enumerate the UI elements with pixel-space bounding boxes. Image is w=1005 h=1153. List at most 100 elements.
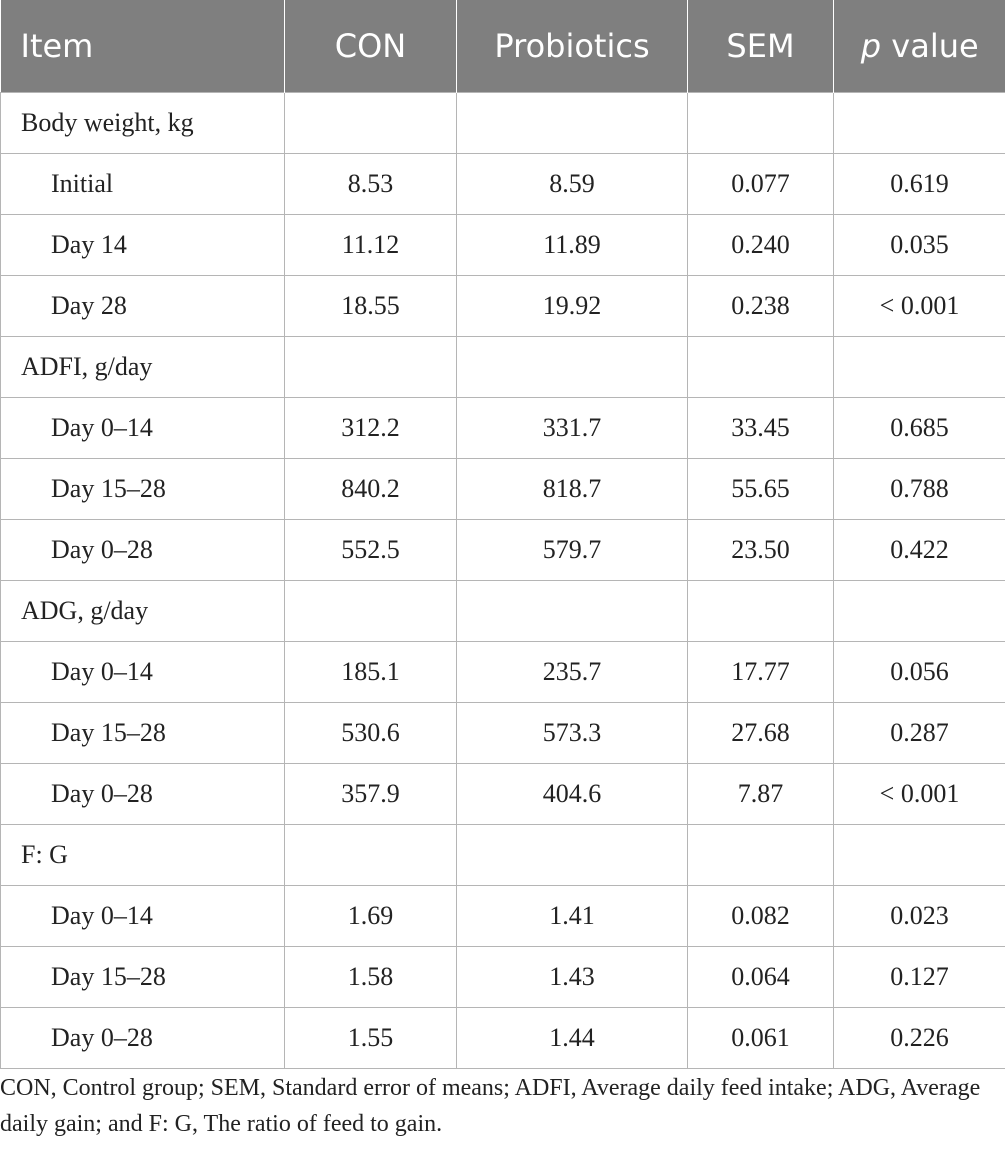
- empty-cell: [687, 580, 834, 642]
- cell-probiotics: 235.7: [456, 641, 688, 703]
- cell-sem: 0.061: [687, 1007, 834, 1069]
- cell-p: 0.035: [833, 214, 1005, 276]
- header-item: Item: [0, 0, 285, 93]
- cell-sem: 17.77: [687, 641, 834, 703]
- cell-probiotics: 331.7: [456, 397, 688, 459]
- cell-p: 0.422: [833, 519, 1005, 581]
- cell-con: 1.58: [284, 946, 457, 1008]
- empty-cell: [284, 92, 457, 154]
- table-row: Day 15–28 840.2 818.7 55.65 0.788: [0, 458, 1005, 520]
- table-row: Day 14 11.12 11.89 0.240 0.035: [0, 214, 1005, 276]
- cell-con: 8.53: [284, 153, 457, 215]
- row-label: Day 0–14: [0, 885, 285, 947]
- row-label: Day 14: [0, 214, 285, 276]
- empty-cell: [687, 336, 834, 398]
- cell-con: 1.55: [284, 1007, 457, 1069]
- group-label: F: G: [0, 824, 285, 886]
- cell-probiotics: 1.41: [456, 885, 688, 947]
- empty-cell: [456, 92, 688, 154]
- cell-probiotics: 19.92: [456, 275, 688, 337]
- empty-cell: [284, 824, 457, 886]
- empty-cell: [687, 824, 834, 886]
- row-label: Day 15–28: [0, 946, 285, 1008]
- row-label: Day 15–28: [0, 702, 285, 764]
- cell-probiotics: 1.43: [456, 946, 688, 1008]
- table-row: Day 0–14 1.69 1.41 0.082 0.023: [0, 885, 1005, 947]
- cell-p: < 0.001: [833, 275, 1005, 337]
- cell-sem: 0.238: [687, 275, 834, 337]
- cell-con: 840.2: [284, 458, 457, 520]
- table-row: Day 0–28 1.55 1.44 0.061 0.226: [0, 1007, 1005, 1069]
- cell-p: 0.056: [833, 641, 1005, 703]
- cell-p: 0.023: [833, 885, 1005, 947]
- empty-cell: [833, 580, 1005, 642]
- table-row: Day 0–14 185.1 235.7 17.77 0.056: [0, 641, 1005, 703]
- row-label: Initial: [0, 153, 285, 215]
- cell-sem: 27.68: [687, 702, 834, 764]
- group-label: ADFI, g/day: [0, 336, 285, 398]
- data-table-container: Item CON Probiotics SEM p value Body wei…: [0, 0, 1005, 1069]
- cell-probiotics: 11.89: [456, 214, 688, 276]
- cell-con: 357.9: [284, 763, 457, 825]
- cell-probiotics: 8.59: [456, 153, 688, 215]
- cell-sem: 0.064: [687, 946, 834, 1008]
- cell-con: 11.12: [284, 214, 457, 276]
- empty-cell: [687, 92, 834, 154]
- header-p-value: p value: [833, 0, 1005, 93]
- cell-p: 0.226: [833, 1007, 1005, 1069]
- cell-p: 0.619: [833, 153, 1005, 215]
- table-row: Day 15–28 1.58 1.43 0.064 0.127: [0, 946, 1005, 1008]
- cell-probiotics: 818.7: [456, 458, 688, 520]
- empty-cell: [284, 580, 457, 642]
- empty-cell: [456, 580, 688, 642]
- group-row: ADG, g/day: [0, 580, 1005, 642]
- header-probiotics: Probiotics: [456, 0, 688, 93]
- cell-con: 552.5: [284, 519, 457, 581]
- row-label: Day 0–28: [0, 763, 285, 825]
- group-label: ADG, g/day: [0, 580, 285, 642]
- header-p-rest: value: [881, 27, 979, 65]
- empty-cell: [833, 336, 1005, 398]
- row-label: Day 0–14: [0, 641, 285, 703]
- header-row: Item CON Probiotics SEM p value: [0, 0, 1005, 93]
- header-sem: SEM: [687, 0, 834, 93]
- row-label: Day 15–28: [0, 458, 285, 520]
- cell-p: 0.287: [833, 702, 1005, 764]
- cell-p: 0.685: [833, 397, 1005, 459]
- cell-sem: 23.50: [687, 519, 834, 581]
- cell-probiotics: 573.3: [456, 702, 688, 764]
- cell-sem: 33.45: [687, 397, 834, 459]
- cell-p: 0.788: [833, 458, 1005, 520]
- table-row: Day 0–14 312.2 331.7 33.45 0.685: [0, 397, 1005, 459]
- empty-cell: [456, 336, 688, 398]
- table-row: Day 28 18.55 19.92 0.238 < 0.001: [0, 275, 1005, 337]
- cell-con: 1.69: [284, 885, 457, 947]
- data-table: Item CON Probiotics SEM p value Body wei…: [0, 0, 1005, 1069]
- group-label: Body weight, kg: [0, 92, 285, 154]
- row-label: Day 0–14: [0, 397, 285, 459]
- cell-con: 312.2: [284, 397, 457, 459]
- cell-sem: 55.65: [687, 458, 834, 520]
- empty-cell: [833, 824, 1005, 886]
- cell-sem: 7.87: [687, 763, 834, 825]
- row-label: Day 28: [0, 275, 285, 337]
- cell-con: 185.1: [284, 641, 457, 703]
- cell-p: < 0.001: [833, 763, 1005, 825]
- cell-p: 0.127: [833, 946, 1005, 1008]
- cell-probiotics: 404.6: [456, 763, 688, 825]
- group-row: F: G: [0, 824, 1005, 886]
- empty-cell: [284, 336, 457, 398]
- header-con: CON: [284, 0, 457, 93]
- cell-probiotics: 579.7: [456, 519, 688, 581]
- row-label: Day 0–28: [0, 1007, 285, 1069]
- table-body: Body weight, kg Initial 8.53 8.59 0.077 0.619…: [0, 92, 1005, 1069]
- group-row: Body weight, kg: [0, 92, 1005, 154]
- table-row: Day 0–28 552.5 579.7 23.50 0.422: [0, 519, 1005, 581]
- table-row: Initial 8.53 8.59 0.077 0.619: [0, 153, 1005, 215]
- empty-cell: [833, 92, 1005, 154]
- header-p-italic: p: [860, 27, 882, 65]
- cell-sem: 0.077: [687, 153, 834, 215]
- group-row: ADFI, g/day: [0, 336, 1005, 398]
- table-row: Day 0–28 357.9 404.6 7.87 < 0.001: [0, 763, 1005, 825]
- table-footnote: CON, Control group; SEM, Standard error …: [0, 1075, 981, 1137]
